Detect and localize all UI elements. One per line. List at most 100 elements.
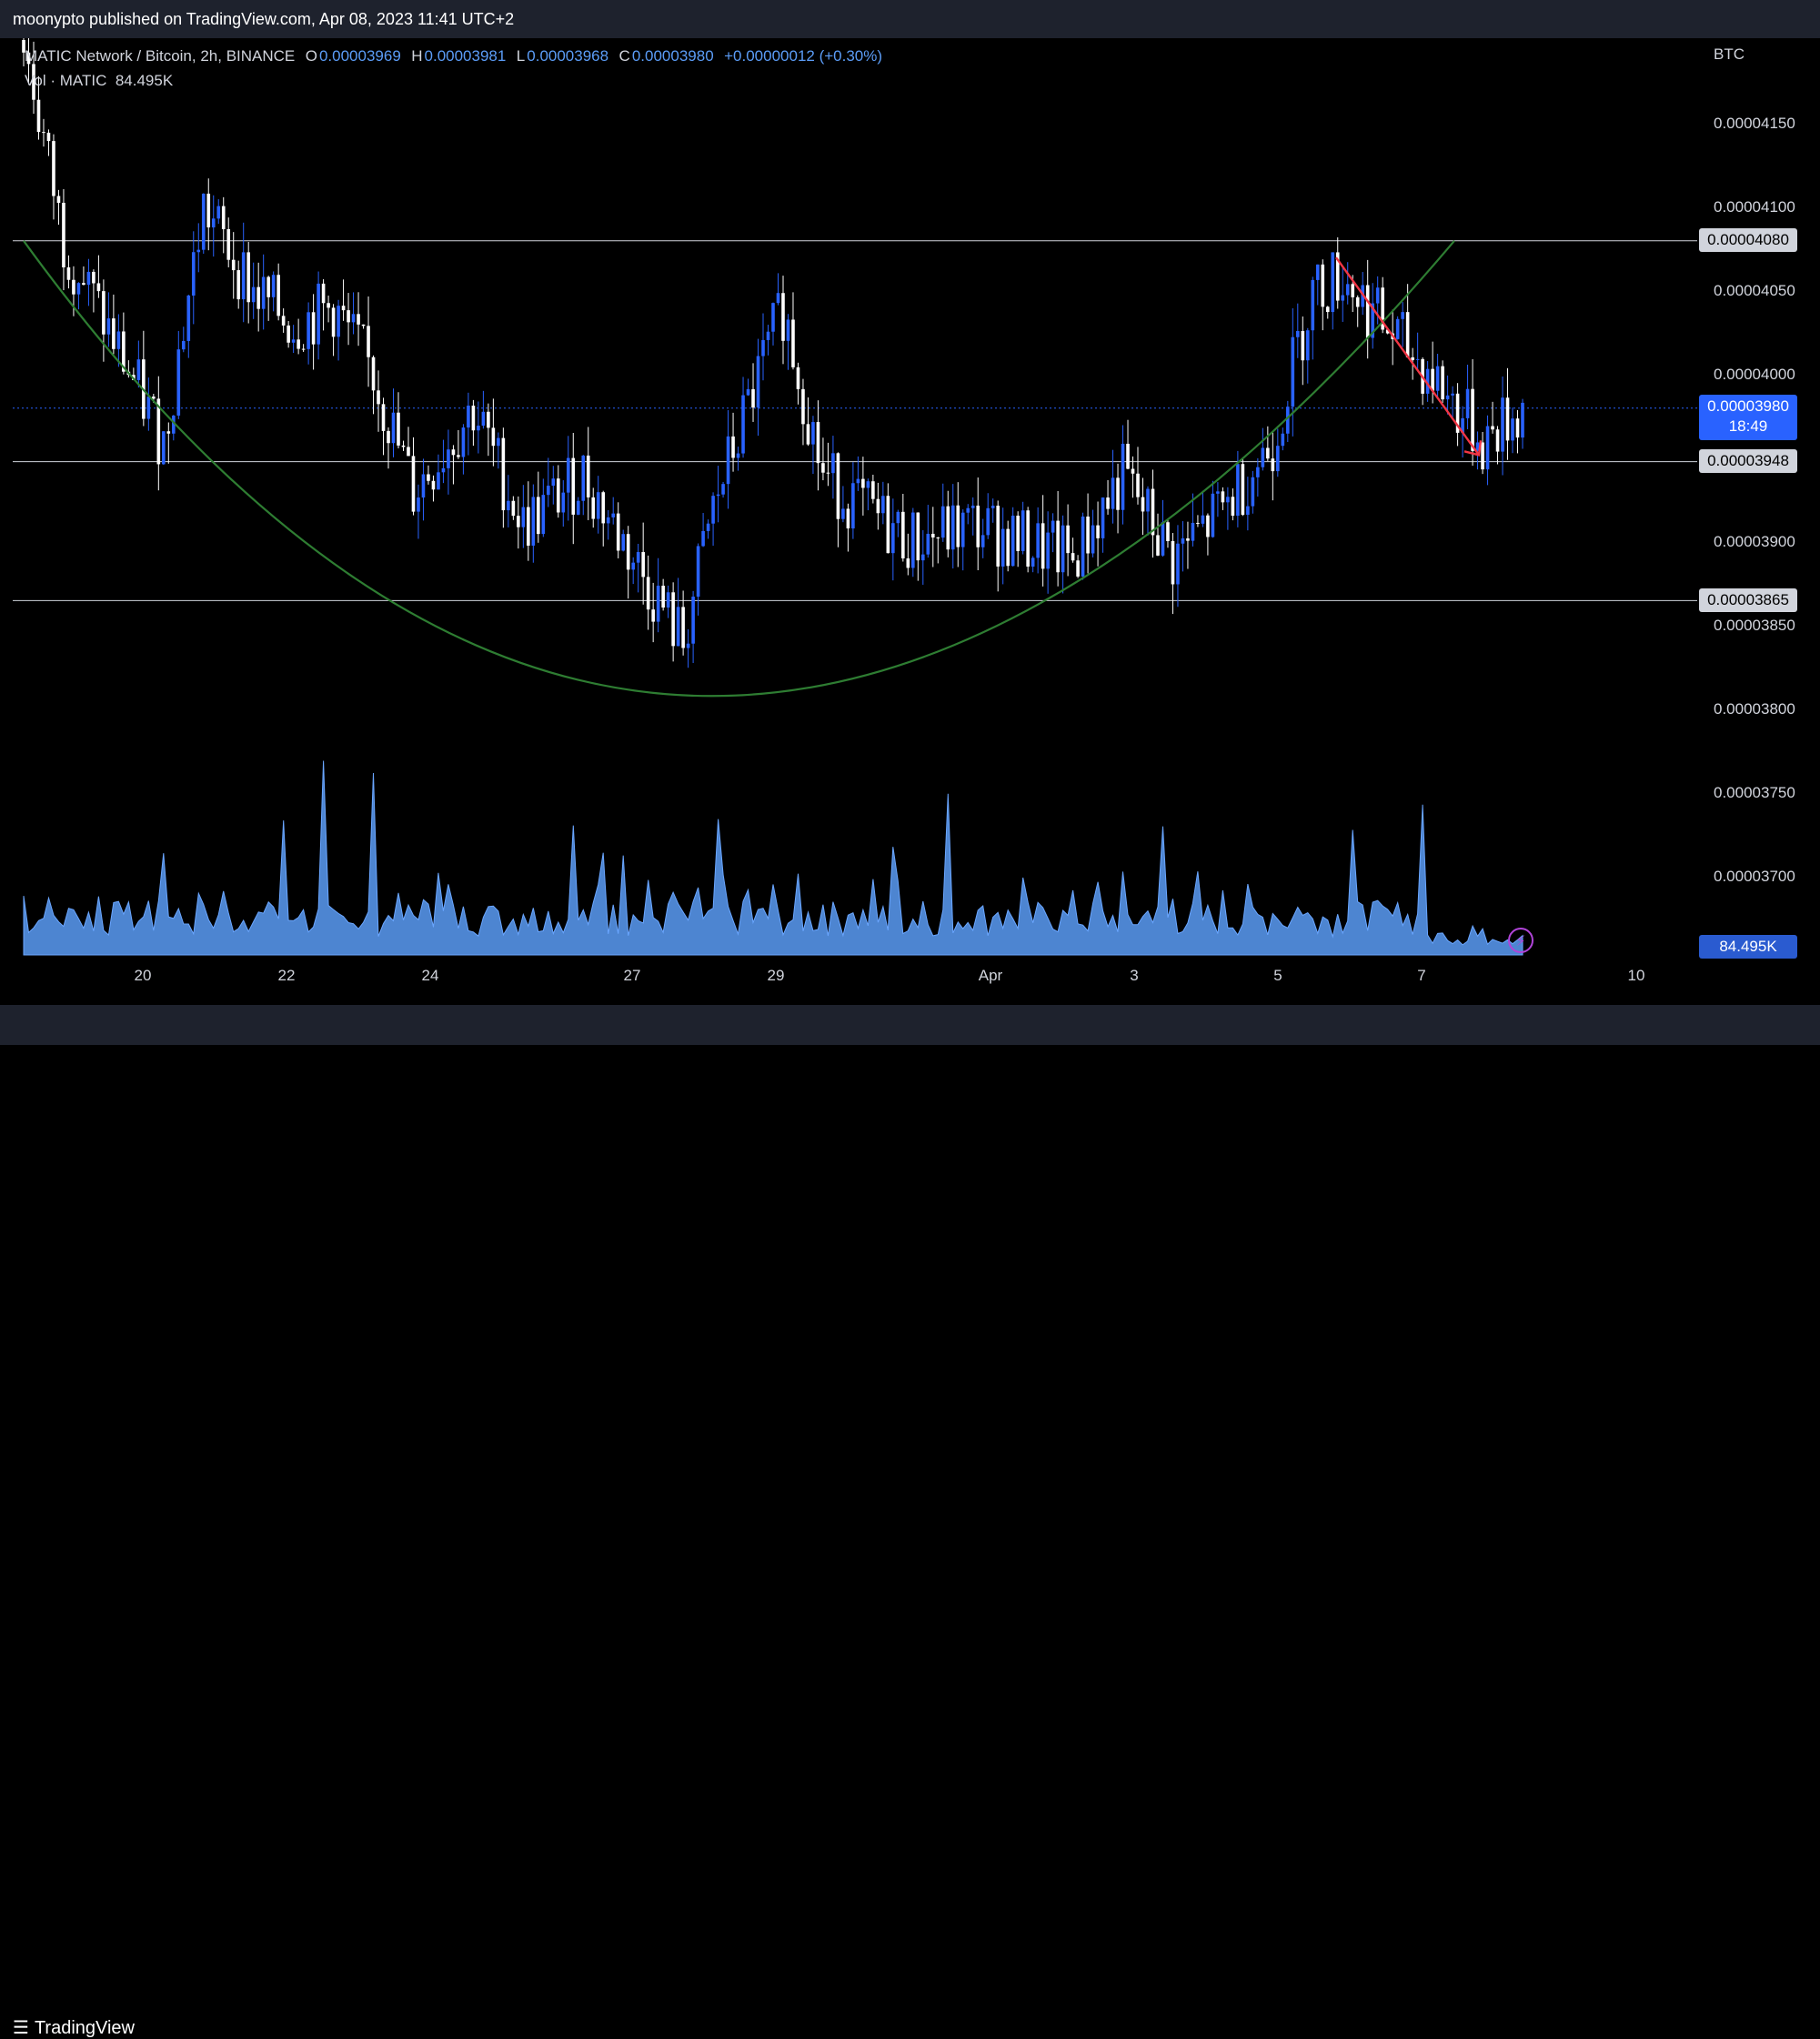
level-tag-top: 0.00004080	[1699, 228, 1797, 252]
candle-body	[106, 318, 111, 335]
candle-body	[1136, 473, 1140, 497]
candle-body	[1141, 497, 1145, 512]
candle-body	[541, 495, 546, 535]
ohlc-legend: MATIC Network / Bitcoin, 2h, BINANCE O 0.…	[25, 47, 884, 65]
candle-body	[196, 249, 201, 253]
candle-body	[1455, 393, 1460, 433]
candle-body	[367, 326, 370, 357]
candle-body	[66, 267, 71, 280]
price-axis[interactable]	[1697, 38, 1806, 1005]
candle-body	[906, 558, 910, 568]
candle-body	[866, 481, 870, 488]
candle-body	[1206, 515, 1210, 537]
candle-body	[1216, 491, 1220, 494]
candle-body	[261, 276, 266, 309]
candle-body	[1211, 493, 1215, 537]
chart-canvas[interactable]	[13, 38, 1697, 957]
candle-body	[781, 293, 785, 341]
candle-body	[956, 505, 960, 547]
candle-body	[341, 306, 346, 311]
date-tick: 20	[134, 967, 152, 984]
candle-body	[501, 437, 506, 511]
candle-body	[211, 218, 216, 228]
candle-body	[401, 445, 406, 447]
candle-body	[181, 340, 186, 350]
candle-body	[521, 507, 526, 527]
candle-body	[891, 523, 895, 554]
lightning-icon[interactable]: ⚡	[1508, 928, 1533, 953]
candle-body	[1465, 388, 1470, 418]
date-tick: 10	[1627, 967, 1645, 984]
candle-body	[1006, 528, 1010, 567]
candle-body	[1131, 468, 1135, 474]
candle-body	[447, 449, 450, 468]
candle-body	[156, 398, 161, 465]
candle-body	[547, 486, 550, 496]
candle-body	[1221, 491, 1225, 503]
close-label: C	[618, 47, 630, 65]
volume-label[interactable]: Vol · MATIC	[25, 72, 107, 89]
candle-body	[1325, 306, 1330, 313]
candle-body	[461, 427, 466, 457]
candle-body	[387, 430, 390, 444]
candle-body	[381, 404, 386, 431]
candle-body	[731, 436, 735, 458]
candle-body	[1051, 520, 1055, 533]
candle-body	[1241, 464, 1245, 516]
candle-body	[46, 132, 51, 142]
tradingview-logo[interactable]: ☰ TradingView	[13, 2016, 135, 2039]
candle-body	[471, 406, 476, 431]
symbol-title[interactable]: MATIC Network / Bitcoin, 2h, BINANCE	[25, 47, 296, 65]
candle-body	[231, 259, 236, 271]
candle-body	[1395, 318, 1400, 339]
candle-body	[527, 507, 530, 546]
candle-body	[726, 436, 730, 485]
candle-body	[431, 480, 436, 490]
candle-body	[1101, 497, 1105, 538]
candle-body	[32, 64, 35, 100]
candle-body	[571, 457, 576, 515]
candle-body	[481, 411, 486, 427]
candle-body	[801, 388, 805, 425]
candle-body	[636, 552, 640, 563]
candle-body	[716, 494, 720, 497]
candle-body	[576, 500, 580, 515]
candle-body	[591, 497, 596, 519]
candle-body	[1301, 330, 1305, 361]
candle-body	[901, 511, 905, 559]
candle-body	[1181, 538, 1185, 544]
candle-body	[586, 455, 590, 497]
candle-body	[357, 314, 360, 325]
candle-body	[741, 395, 745, 454]
candle-body	[112, 318, 116, 349]
chart-pane[interactable]	[13, 38, 1697, 957]
price-tick: 0.00003700	[1714, 868, 1795, 885]
candle-body	[92, 271, 96, 284]
candle-body	[1261, 447, 1265, 467]
candle-body	[1481, 442, 1484, 470]
published-info: moonypto published on TradingView.com, A…	[13, 10, 515, 28]
current-price-tag: 0.00003980 18:49	[1699, 395, 1797, 440]
candle-body	[556, 478, 560, 513]
candle-body	[696, 546, 700, 598]
candle-body	[371, 357, 376, 391]
candle-body	[776, 293, 780, 304]
candle-body	[537, 497, 540, 535]
candle-body	[1381, 287, 1384, 330]
candle-body	[491, 427, 496, 447]
candle-body	[686, 643, 690, 648]
candle-body	[317, 283, 320, 345]
candle-body	[176, 349, 181, 416]
candle-body	[281, 316, 286, 326]
candle-body	[347, 310, 350, 323]
candle-body	[1451, 393, 1454, 396]
candle-body	[821, 463, 825, 473]
candle-body	[411, 456, 416, 512]
candle-body	[1146, 488, 1150, 512]
candle-body	[1435, 366, 1440, 391]
candle-body	[651, 609, 655, 622]
candle-body	[621, 534, 625, 551]
date-tick: Apr	[978, 967, 1003, 984]
date-tick: 3	[1130, 967, 1139, 984]
candle-body	[76, 283, 81, 295]
